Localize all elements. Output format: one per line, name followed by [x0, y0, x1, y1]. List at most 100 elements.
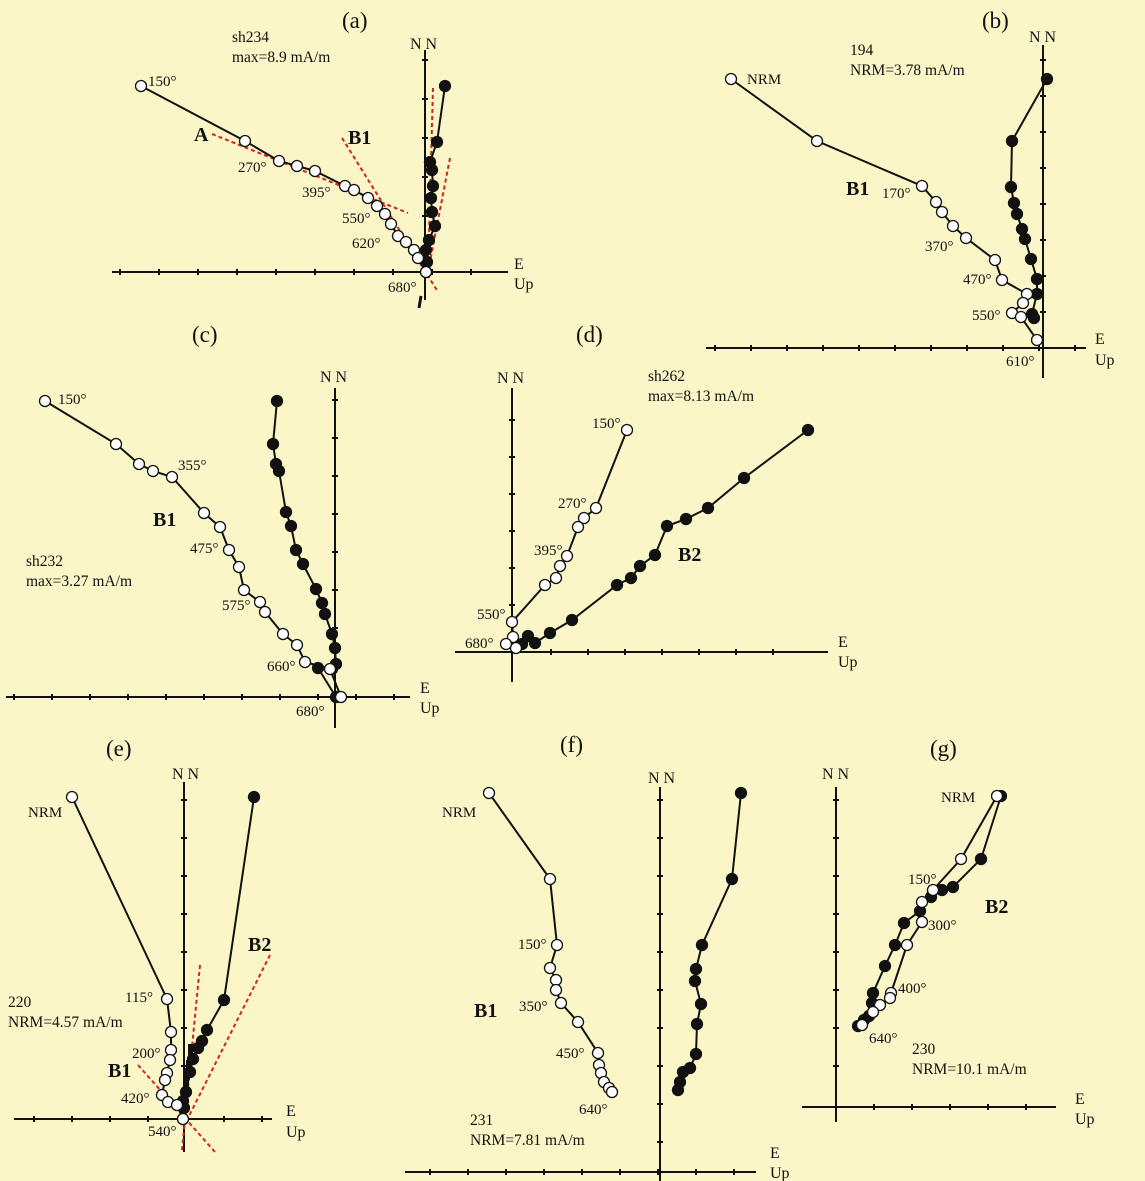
open-data-point: [935, 205, 949, 219]
panel-e-nrm-intensity: NRM=4.57 mA/m: [8, 1014, 123, 1031]
panel-g-axes: N N E Up: [802, 766, 1095, 1128]
axis-ticks: [181, 799, 187, 1067]
panel-d-step-270: 270°: [558, 496, 587, 512]
open-data-point: [134, 79, 148, 93]
open-data-point: [132, 457, 146, 471]
panel-c-sample-id: sh232: [26, 553, 63, 570]
panel-a-step-395: 395°: [302, 185, 331, 201]
panel-f-up-label: Up: [770, 1165, 790, 1181]
axis-ticks: [873, 1104, 1027, 1110]
panel-b: (b) 194 NRM=3.78 mA/m N N E Up NRM B1 17…: [706, 8, 1115, 378]
panel-c-up-label: Up: [420, 700, 440, 717]
open-data-point: [391, 229, 405, 243]
panel-a-component-b1: B1: [348, 127, 371, 149]
filled-data-point: [425, 163, 439, 177]
panel-d-up-label: Up: [838, 654, 858, 671]
panel-e-dash-mark-2: [186, 1060, 191, 1071]
panel-g-letter: (g): [930, 736, 957, 761]
open-data-point: [883, 991, 897, 1005]
filled-data-point: [897, 916, 911, 930]
panel-b-step-170: 170°: [882, 186, 911, 202]
panel-b-nrm-intensity: NRM=3.78 mA/m: [850, 62, 965, 79]
panel-a: (a) sh234 max=8.9 mA/m N N E Up A B1 150…: [112, 8, 534, 309]
panel-g-step-nrm: NRM: [941, 790, 975, 806]
open-data-point: [237, 583, 251, 597]
panel-a-horizontal-projection: [134, 79, 433, 279]
panel-f-north-label: N N: [648, 770, 676, 787]
open-data-point: [176, 1112, 190, 1126]
panel-a-step-680: 680°: [388, 280, 417, 296]
open-data-point: [258, 605, 272, 619]
open-data-point: [163, 1053, 177, 1067]
filled-data-point: [878, 959, 892, 973]
open-data-point: [384, 217, 398, 231]
panel-d-letter: (d): [576, 322, 603, 347]
panel-b-step-550: 550°: [972, 308, 1001, 324]
panel-a-up-label: Up: [514, 276, 534, 293]
panel-b-step-470: 470°: [963, 272, 992, 288]
open-data-point: [158, 1073, 172, 1087]
filled-data-point: [426, 179, 440, 193]
open-data-point: [308, 164, 322, 178]
panel-g-up-label: Up: [1075, 1111, 1095, 1128]
open-data-point: [855, 1018, 869, 1032]
axis-ticks: [714, 345, 1076, 351]
open-data-point: [554, 996, 568, 1010]
panel-d-max-intensity: max=8.13 mA/m: [648, 388, 754, 405]
open-data-point: [553, 559, 567, 573]
filled-data-point: [633, 559, 647, 573]
panel-b-step-610: 610°: [1006, 354, 1035, 370]
panel-b-step-nrm: NRM: [747, 72, 781, 88]
panel-a-fit-line-vertical: [427, 87, 434, 273]
panel-f-horizontal-projection: [482, 786, 619, 1099]
panel-c-step-150: 150°: [58, 392, 87, 408]
panel-c-east-label: E: [420, 680, 430, 697]
open-data-point: [1014, 310, 1028, 324]
open-data-point: [1030, 333, 1044, 347]
axis-ticks: [119, 269, 472, 275]
panel-e-dash-mark-3: [184, 1076, 189, 1087]
panel-b-up-label: Up: [1095, 352, 1115, 369]
open-data-point: [38, 394, 52, 408]
filled-data-point: [438, 79, 452, 93]
panel-e-component-b1: B1: [108, 1060, 131, 1082]
open-data-point: [290, 638, 304, 652]
filled-data-point: [430, 135, 444, 149]
panel-f-letter: (f): [560, 732, 583, 757]
filled-data-point: [1004, 180, 1018, 194]
open-data-point: [170, 1098, 184, 1112]
panel-b-horizontal-projection: [724, 72, 1044, 347]
open-data-point: [505, 615, 519, 629]
panel-f: (f) 231 NRM=7.81 mA/m N N E Up NRM 150° …: [405, 732, 790, 1181]
filled-data-point: [624, 571, 638, 585]
panel-d-sample-id: sh262: [648, 368, 685, 385]
panel-e-step-nrm: NRM: [28, 805, 62, 821]
panel-a-sample-id: sh234: [232, 29, 269, 46]
open-data-point: [361, 191, 375, 205]
panel-g-step-300: 300°: [928, 918, 957, 934]
axis-ticks: [13, 694, 395, 700]
open-data-point: [232, 560, 246, 574]
panel-f-vertical-projection: [671, 786, 748, 1097]
open-data-point: [378, 207, 392, 221]
filled-data-point: [660, 519, 674, 533]
open-data-point: [213, 520, 227, 534]
open-data-point: [577, 511, 591, 525]
open-data-point: [915, 179, 929, 193]
open-data-point: [222, 543, 236, 557]
panel-a-max-intensity: max=8.9 mA/m: [232, 49, 330, 66]
open-data-point: [543, 872, 557, 886]
filled-data-point: [328, 641, 342, 655]
panel-e-fit-line-b2: [185, 954, 271, 1123]
open-data-point: [499, 637, 513, 651]
open-data-point: [323, 662, 337, 676]
panel-e-east-label: E: [286, 1103, 296, 1120]
open-data-point: [900, 938, 914, 952]
axis-ticks: [657, 799, 663, 1143]
panel-e-step-200: 200°: [132, 1046, 161, 1062]
open-data-point: [549, 571, 563, 585]
panel-d-horizontal-projection: [499, 423, 634, 655]
panel-g-step-640: 640°: [869, 1031, 898, 1047]
filled-data-point: [1005, 134, 1019, 148]
